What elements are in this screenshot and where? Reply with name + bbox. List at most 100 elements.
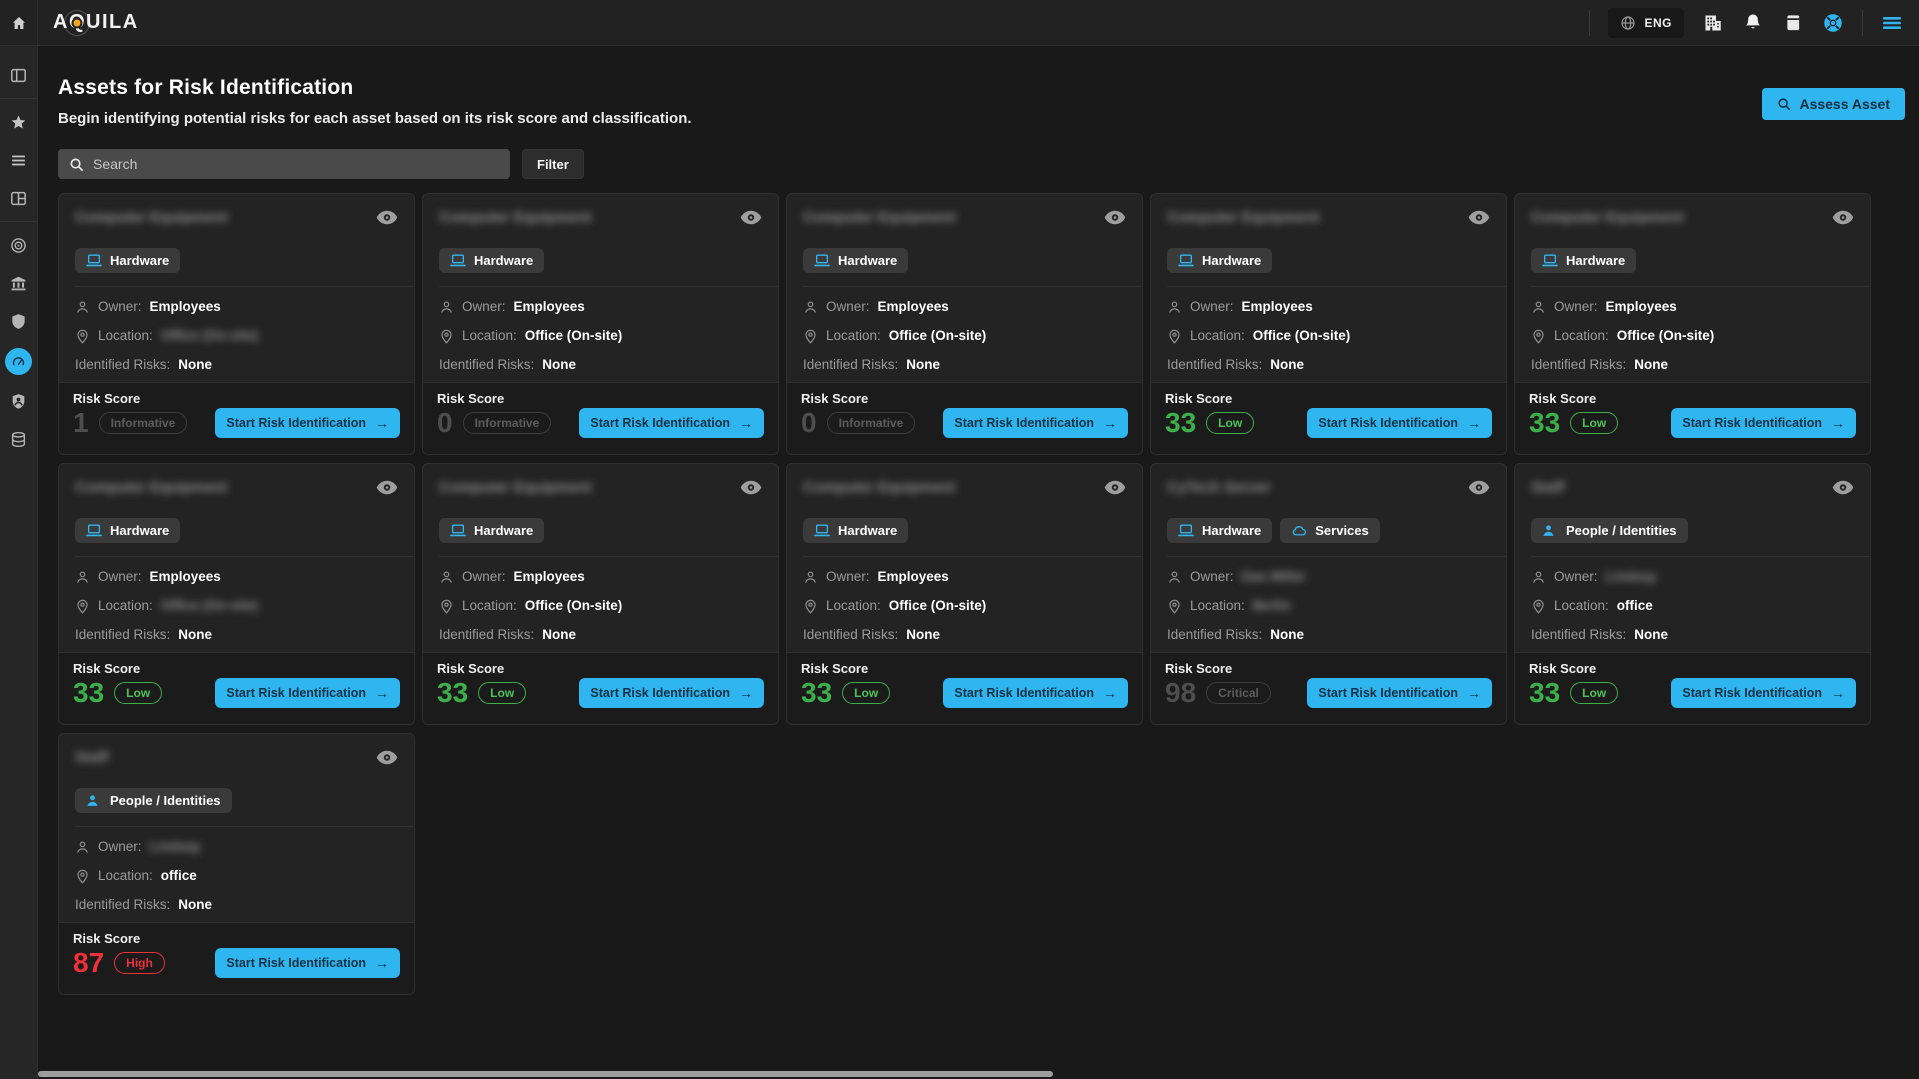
sidebar-item-shield[interactable] [0,302,38,340]
sidebar-item-panel-toggle[interactable] [0,56,38,94]
classification-badge-hardware: Hardware [803,248,908,273]
badge-label: Hardware [474,523,533,538]
sidebar-item-gauge[interactable] [0,340,38,382]
language-selector[interactable]: ENG [1608,8,1684,38]
menu-button[interactable] [1881,12,1903,34]
asset-title: Computer Equipment [439,477,592,499]
owner-value: Employees [150,568,221,586]
classification-badge-services: Services [1280,518,1380,543]
risk-score-footer: Risk Score 33 Low Start Risk Identificat… [423,652,778,724]
view-asset-eye-icon[interactable] [376,480,398,495]
sidebar-item-star[interactable] [0,103,38,141]
identified-risks-row: Identified Risks: None [75,626,398,644]
owner-value: Lindsay [1606,568,1657,586]
horizontal-scrollbar-thumb[interactable] [38,1071,1053,1077]
view-asset-eye-icon[interactable] [376,750,398,765]
owner-person-icon [439,300,454,315]
view-asset-eye-icon[interactable] [1832,480,1854,495]
owner-value: Employees [514,568,585,586]
severity-badge: Informative [463,412,552,434]
location-row: Location: Office (On-site) [803,327,1126,345]
asset-card-body: Computer Equipment Hardware Owner: Emplo… [423,194,778,382]
location-row: Location: Berlin [1167,597,1490,615]
start-risk-identification-button[interactable]: Start Risk Identification→ [1307,408,1492,438]
view-asset-eye-icon[interactable] [1104,480,1126,495]
filter-button[interactable]: Filter [522,149,584,179]
sidebar-item-bank[interactable] [0,264,38,302]
assess-asset-button[interactable]: Assess Asset [1762,88,1905,120]
start-risk-identification-button[interactable]: Start Risk Identification→ [943,678,1128,708]
view-asset-eye-icon[interactable] [740,210,762,225]
risk-score-value: 33 [437,677,468,709]
view-asset-eye-icon[interactable] [1468,480,1490,495]
view-asset-eye-icon[interactable] [1104,210,1126,225]
sidebar-item-identity-badge[interactable] [0,382,38,420]
owner-person-icon [439,570,454,585]
start-risk-identification-button[interactable]: Start Risk Identification→ [1307,678,1492,708]
start-risk-identification-button[interactable]: Start Risk Identification→ [579,408,764,438]
owner-value: Employees [1242,298,1313,316]
asset-card-body: Staff People / Identities Owner: Lindsay… [59,734,414,922]
start-risk-identification-button[interactable]: Start Risk Identification→ [579,678,764,708]
documentation-button[interactable] [1782,12,1804,34]
sidebar-item-target[interactable] [0,226,38,264]
globe-icon [1620,15,1636,31]
search-input[interactable] [93,156,500,172]
laptop-icon [1542,254,1558,267]
identity-badge-icon [10,393,27,410]
classification-badges: Hardware [439,248,762,273]
classification-badges: Hardware [803,248,1126,273]
location-pin-icon [1167,329,1182,344]
owner-row: Owner: Dan Miller [1167,568,1490,586]
asset-card: CyTech Server HardwareServices Owner: Da… [1150,463,1507,725]
search-icon [68,156,84,172]
risk-score-value: 33 [1529,677,1560,709]
severity-badge: Critical [1206,682,1271,704]
view-asset-eye-icon[interactable] [1468,210,1490,225]
risk-score-group: 33 Low [1529,407,1618,439]
risk-score-label: Risk Score [73,391,400,406]
risk-score-value: 33 [1529,407,1560,439]
card-divider [75,826,414,827]
classification-badges: Hardware [75,248,398,273]
sidebar-item-layout-grid[interactable] [0,179,38,217]
sidebar-item-database[interactable] [0,420,38,458]
risk-score-label: Risk Score [801,661,1128,676]
view-asset-eye-icon[interactable] [376,210,398,225]
support-button[interactable] [1822,12,1844,34]
start-risk-identification-button[interactable]: Start Risk Identification→ [1671,678,1856,708]
identified-risks-row: Identified Risks: None [1167,356,1490,374]
asset-card-body: CyTech Server HardwareServices Owner: Da… [1151,464,1506,652]
start-risk-identification-button[interactable]: Start Risk Identification→ [1671,408,1856,438]
identified-risks-value: None [178,896,212,914]
view-asset-eye-icon[interactable] [740,480,762,495]
location-row: Location: Office (On-site) [439,327,762,345]
sidebar-item-menu-lines[interactable] [0,141,38,179]
notifications-button[interactable] [1742,12,1764,34]
risk-score-label: Risk Score [1529,391,1856,406]
start-risk-identification-button[interactable]: Start Risk Identification→ [215,948,400,978]
organization-button[interactable] [1702,12,1724,34]
home-button[interactable] [0,0,38,46]
location-row: Location: Office (On-site) [75,597,398,615]
owner-value: Employees [878,298,949,316]
card-divider [803,556,1142,557]
asset-card: Computer Equipment Hardware Owner: Emplo… [786,463,1143,725]
identified-risks-value: None [906,356,940,374]
identified-risks-value: None [1270,356,1304,374]
location-value: Office (On-site) [525,327,623,345]
badge-label: Hardware [1566,253,1625,268]
view-asset-eye-icon[interactable] [1832,210,1854,225]
classification-badge-hardware: Hardware [75,248,180,273]
start-risk-identification-button[interactable]: Start Risk Identification→ [943,408,1128,438]
location-row: Location: office [1531,597,1854,615]
start-risk-identification-button[interactable]: Start Risk Identification→ [215,408,400,438]
identified-risks-row: Identified Risks: None [75,896,398,914]
badge-label: Hardware [1202,523,1261,538]
owner-value: Dan Miller [1242,568,1307,586]
start-risk-identification-button[interactable]: Start Risk Identification→ [215,678,400,708]
classification-badge-hardware: Hardware [1167,518,1272,543]
laptop-icon [1178,524,1194,537]
identified-risks-row: Identified Risks: None [803,626,1126,644]
cloud-icon [1291,524,1307,537]
